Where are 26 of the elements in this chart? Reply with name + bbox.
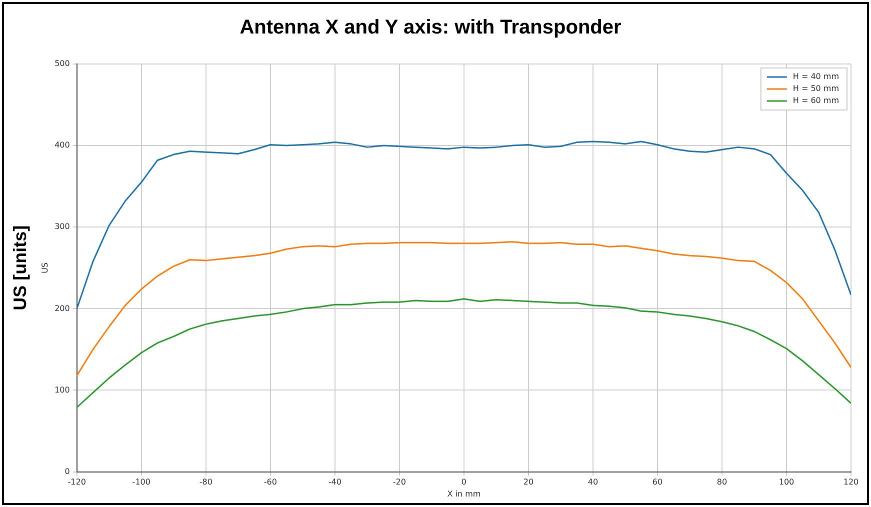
legend-label: H = 40 mm: [792, 72, 840, 82]
y-tick-label: 100: [54, 385, 70, 394]
x-tick-label: 80: [716, 478, 728, 487]
y-tick-label: 0: [64, 466, 70, 476]
x-tick-label: -80: [199, 478, 212, 487]
y-tick-label: 400: [54, 140, 70, 150]
x-tick-label: -40: [328, 478, 342, 487]
x-tick-label: 0: [461, 478, 466, 487]
text: US: [40, 262, 50, 274]
x-tick-label: 40: [588, 478, 598, 487]
x-tick-label: -60: [264, 478, 277, 487]
y-axis-title: US [units]: [10, 225, 30, 310]
x-tick-label: 60: [652, 478, 663, 487]
x-tick-label: 120: [843, 478, 859, 487]
x-tick-label: -120: [68, 478, 86, 487]
legend-label: H = 60 mm: [792, 96, 840, 106]
x-tick-label: 100: [778, 478, 794, 487]
y-tick-label: 200: [54, 304, 70, 313]
y-tick-label: 500: [54, 59, 70, 68]
chart-title: Antenna X and Y axis: with Transponder: [240, 16, 622, 39]
x-axis-title: X in mm: [447, 489, 481, 498]
x-tick-label: -20: [392, 478, 406, 487]
x-tick-label: 20: [523, 478, 534, 487]
y-tick-label: 300: [54, 222, 70, 232]
x-tick-label: -100: [132, 478, 150, 487]
legend-label: H = 50 mm: [792, 84, 840, 94]
